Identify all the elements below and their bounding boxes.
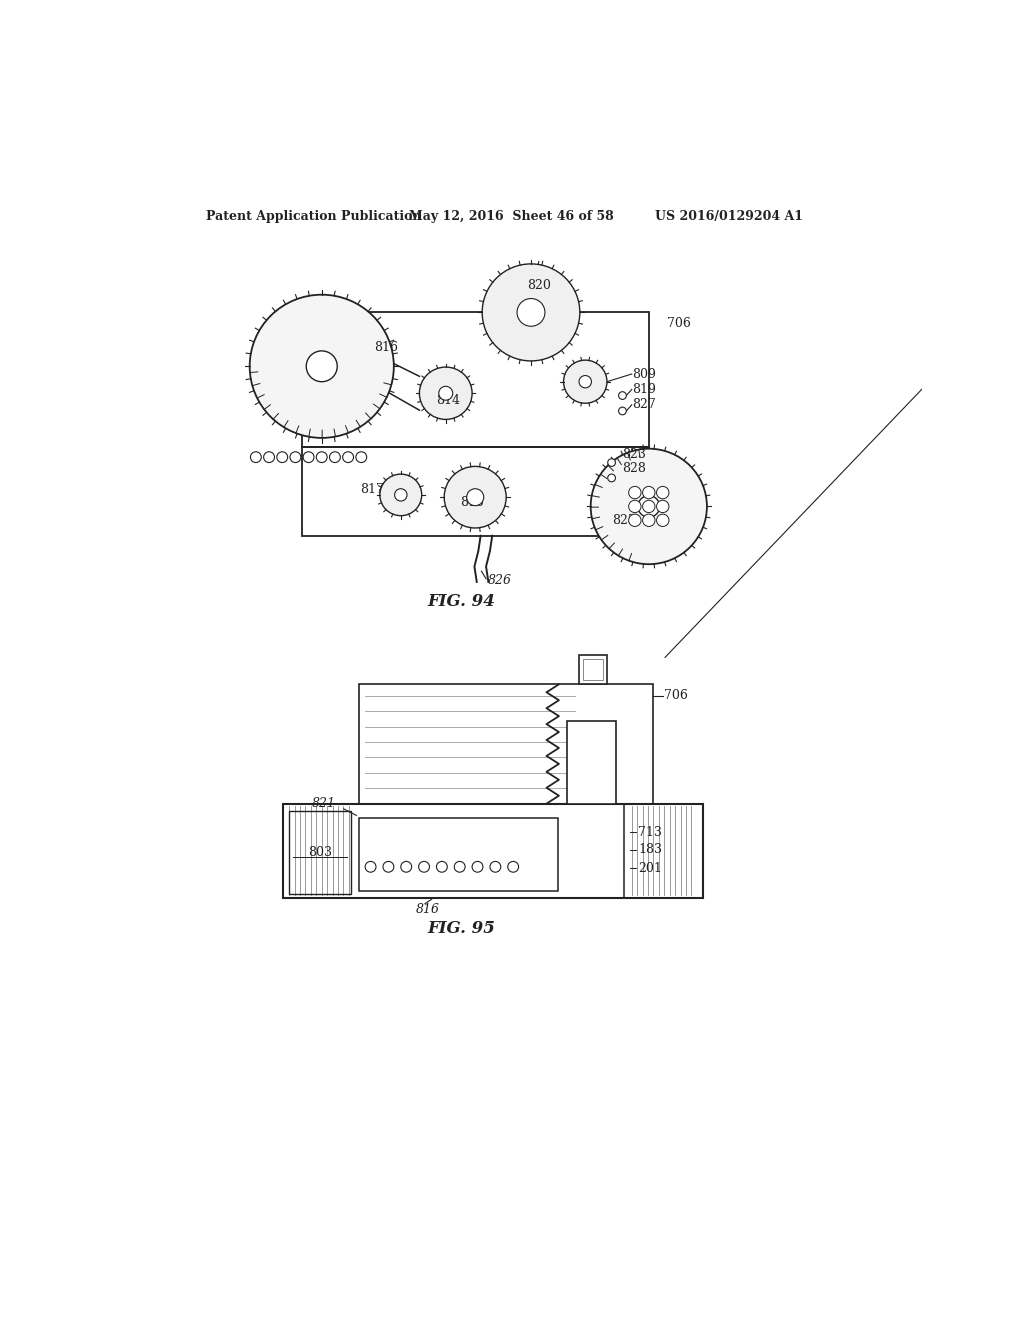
Circle shape [472,862,483,873]
Circle shape [306,351,337,381]
Text: 825: 825 [612,513,636,527]
Circle shape [563,360,607,404]
Text: 820: 820 [526,279,551,292]
Circle shape [618,407,627,414]
Text: 827: 827 [632,399,655,412]
Circle shape [290,451,301,462]
Circle shape [419,862,429,873]
Circle shape [330,451,340,462]
Circle shape [380,474,422,516]
Circle shape [467,488,483,506]
Bar [579,655,607,684]
Circle shape [303,451,314,462]
Text: 201: 201 [638,862,662,875]
Circle shape [618,392,627,400]
Text: 826: 826 [487,574,512,587]
Text: Patent Application Publication: Patent Application Publication [206,210,421,223]
Circle shape [366,862,376,873]
Text: 183: 183 [638,843,662,857]
Circle shape [656,515,669,527]
Circle shape [607,474,615,482]
Circle shape [607,459,615,466]
Text: 816: 816 [375,342,398,354]
Circle shape [629,500,641,512]
Circle shape [383,862,394,873]
Text: 803: 803 [308,846,332,859]
Circle shape [629,515,641,527]
Bar [289,812,351,894]
Bar [283,804,703,898]
Text: 814: 814 [435,393,460,407]
Circle shape [656,500,669,512]
Circle shape [629,487,641,499]
Circle shape [455,862,465,873]
Bar [359,684,652,804]
Text: US 2016/0129204 A1: US 2016/0129204 A1 [655,210,803,223]
Text: 817: 817 [360,483,384,496]
Text: May 12, 2016  Sheet 46 of 58: May 12, 2016 Sheet 46 of 58 [410,210,614,223]
Text: FIG. 94: FIG. 94 [427,593,496,610]
Text: 821: 821 [311,797,336,810]
Circle shape [591,449,707,564]
Text: 816: 816 [417,903,440,916]
Circle shape [356,451,367,462]
Circle shape [263,451,274,462]
Circle shape [517,298,545,326]
Circle shape [276,451,288,462]
Bar [302,313,649,447]
Text: 819: 819 [632,383,655,396]
Circle shape [343,451,353,462]
Circle shape [316,451,328,462]
Text: 809: 809 [632,367,655,380]
Circle shape [643,487,655,499]
Text: 815: 815 [460,496,483,510]
Text: 706: 706 [665,689,688,702]
Circle shape [400,862,412,873]
Circle shape [251,451,261,462]
Circle shape [638,496,659,517]
Circle shape [643,515,655,527]
Text: 828: 828 [622,462,645,475]
Circle shape [250,294,394,438]
Circle shape [420,367,472,420]
Circle shape [643,500,655,512]
Bar [567,721,616,804]
Circle shape [489,862,501,873]
Bar [583,659,603,681]
Circle shape [394,488,407,502]
Text: FIG. 95: FIG. 95 [427,920,496,937]
Text: 823: 823 [622,449,645,462]
Text: 179: 179 [581,755,603,768]
Circle shape [656,487,669,499]
Circle shape [508,862,518,873]
Circle shape [579,376,592,388]
Bar [302,447,649,536]
Bar [359,818,558,891]
Circle shape [438,387,453,400]
Circle shape [482,264,580,360]
Text: 706: 706 [667,317,690,330]
Circle shape [444,466,506,528]
Text: 713: 713 [638,825,662,838]
Circle shape [436,862,447,873]
